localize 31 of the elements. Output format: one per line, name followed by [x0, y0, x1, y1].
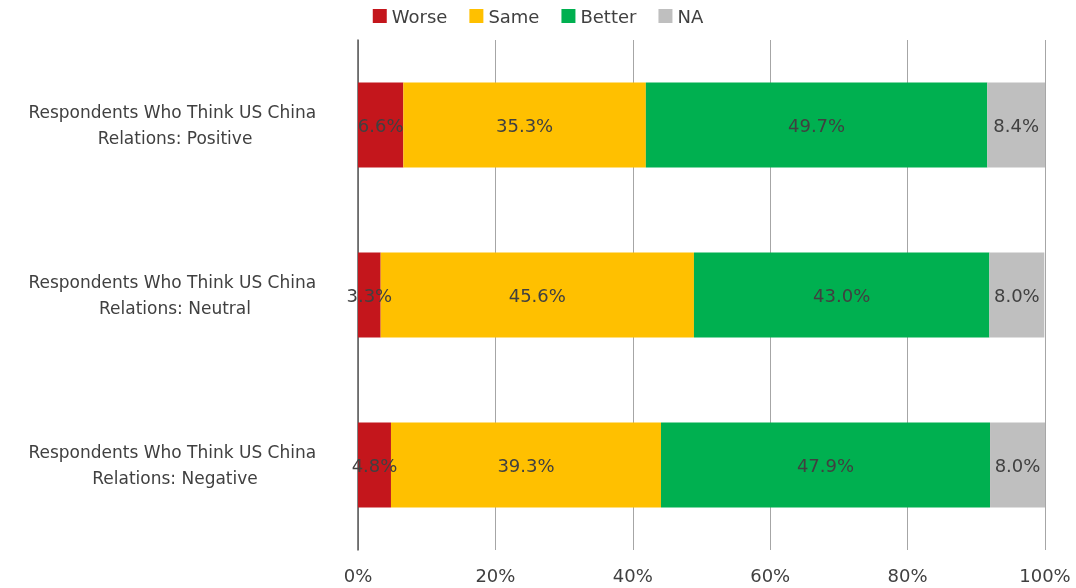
x-tick-label: 80% — [887, 564, 928, 586]
data-label: 6.6% — [357, 114, 404, 136]
bar — [403, 82, 646, 168]
bar — [987, 82, 1045, 168]
data-label: 35.3% — [496, 114, 554, 136]
x-tick-label: 40% — [612, 564, 653, 586]
bar — [358, 82, 404, 168]
legend-label: NA — [677, 5, 704, 27]
bar — [660, 422, 991, 508]
data-label: 8.0% — [994, 454, 1041, 476]
bar — [645, 82, 988, 168]
x-tick-label: 20% — [475, 564, 516, 586]
y-tick-label: Respondents Who Think US China Relations: Negative — [28, 442, 322, 488]
data-label: 49.7% — [787, 114, 846, 136]
bar — [989, 252, 1045, 338]
legend-label: Worse — [391, 5, 448, 27]
legend-label: Same — [488, 5, 540, 27]
legend-label: Better — [580, 5, 638, 27]
data-label: 8.4% — [993, 114, 1040, 136]
x-tick-label: 100% — [1019, 564, 1071, 586]
data-label: 43.0% — [813, 284, 871, 306]
x-tick-label: 60% — [750, 564, 791, 586]
y-tick-label: Respondents Who Think US China Relations: Positive — [28, 102, 322, 148]
data-label: 47.9% — [796, 454, 855, 476]
bar — [693, 252, 990, 338]
data-label: 45.6% — [508, 284, 566, 306]
bar — [990, 422, 1045, 508]
x-tick-label: 0% — [343, 564, 373, 586]
data-label: 39.3% — [497, 454, 555, 476]
data-label: 8.0% — [993, 284, 1040, 306]
y-tick-label: Respondents Who Think US China Relations: Neutral — [28, 272, 322, 318]
